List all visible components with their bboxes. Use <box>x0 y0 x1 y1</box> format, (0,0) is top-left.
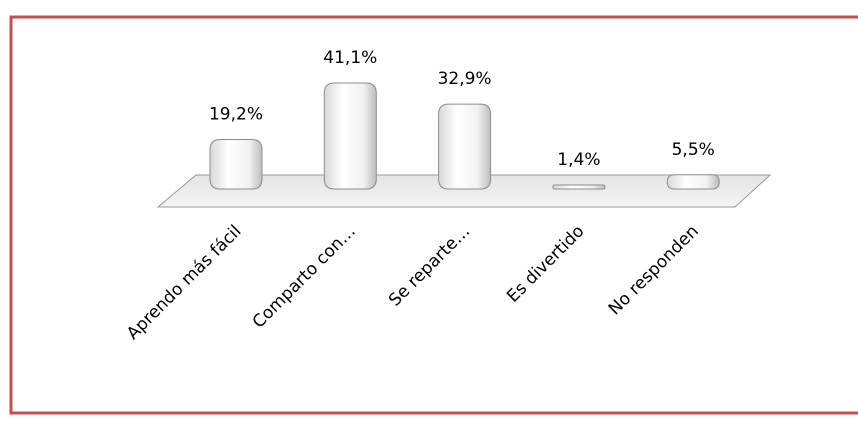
frame <box>9 15 858 415</box>
floor <box>156 174 772 208</box>
x-tick-label: Es divertido <box>503 221 588 306</box>
bar <box>552 184 606 190</box>
bar <box>209 138 263 190</box>
x-tick-label: Aprendo más fácil <box>123 221 246 344</box>
value-label: 32,9% <box>438 69 492 89</box>
x-tick-label: Comparto con… <box>249 221 360 332</box>
bar <box>323 82 377 190</box>
bar <box>438 103 492 190</box>
value-label: 1,4% <box>557 150 600 170</box>
x-tick-label: Se reparte… <box>385 221 474 310</box>
bar <box>666 174 720 190</box>
value-label: 19,2% <box>209 104 263 124</box>
value-label: 41,1% <box>323 48 377 68</box>
value-label: 5,5% <box>672 140 715 160</box>
x-tick-label: No responden <box>605 221 703 319</box>
